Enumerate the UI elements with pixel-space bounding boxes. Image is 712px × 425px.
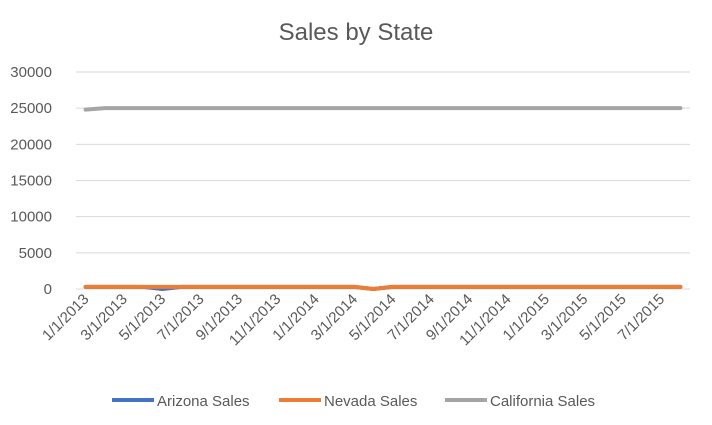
legend-label-arizona-sales: Arizona Sales [157,393,250,410]
y-tick-label: 20000 [10,136,52,153]
gridlines [76,71,690,290]
legend: Arizona Sales Nevada Sales California Sale… [112,393,595,410]
y-tick-label: 10000 [10,209,52,226]
y-tick-label: 25000 [10,100,52,117]
legend-label-nevada-sales: Nevada Sales [324,393,417,410]
y-tick-label: 0 [44,281,52,298]
legend-label-california-sales: California Sales [490,393,595,410]
y-tick-label: 15000 [10,173,52,190]
series-line-nevada-sales [83,284,683,291]
chart-title: Sales by State [279,19,434,46]
y-tick-label: 5000 [19,245,52,262]
series-lines [83,106,683,291]
y-axis-ticks: 30000 25000 20000 15000 10000 5000 0 [10,64,52,298]
y-tick-label: 30000 [10,64,52,81]
x-axis-ticks: 1/1/20133/1/20135/1/20137/1/20139/1/2013… [39,291,668,349]
series-line-california-sales [83,106,683,112]
